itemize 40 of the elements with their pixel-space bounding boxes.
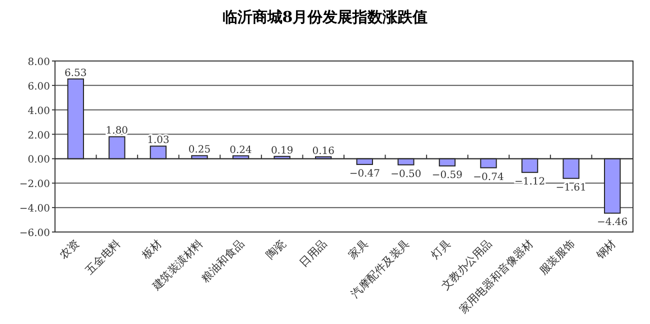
data-label: 1.80 <box>106 126 128 137</box>
y-tick-label: −4.00 <box>19 204 50 215</box>
x-tick-label: 家具 <box>346 236 371 262</box>
bar <box>67 78 84 160</box>
chart-title: 临沂商城8月份发展指数涨跌值 <box>222 8 428 26</box>
y-tick-label: 8.00 <box>28 57 50 68</box>
x-tick-label: 钢材 <box>593 236 618 262</box>
x-tick-label: 日用品 <box>296 236 330 270</box>
data-label: −0.47 <box>349 168 380 180</box>
x-tick-label: 灯具 <box>428 236 454 262</box>
data-label: −0.50 <box>390 168 422 180</box>
y-tick-label: 2.00 <box>28 130 50 142</box>
y-tick-label: −6.00 <box>19 228 50 239</box>
y-tick-label: −2.00 <box>19 179 50 190</box>
data-label: −1.61 <box>556 182 586 194</box>
bar <box>562 158 580 179</box>
data-label: 6.53 <box>64 68 87 79</box>
x-tick-label: 五金电料 <box>82 236 124 278</box>
data-label: −0.74 <box>473 172 504 183</box>
bar <box>480 158 497 168</box>
y-tick-label: 6.00 <box>28 81 50 92</box>
bar <box>521 158 538 173</box>
data-label: 1.03 <box>147 135 170 146</box>
bar <box>398 158 414 166</box>
data-label: −4.46 <box>597 217 628 228</box>
bar <box>604 158 621 214</box>
bar <box>150 146 167 160</box>
y-tick-label: 0.00 <box>28 154 50 166</box>
bar <box>108 136 126 160</box>
data-label: −0.59 <box>432 170 463 181</box>
data-label: 0.24 <box>230 144 252 156</box>
data-label: 0.16 <box>312 146 334 157</box>
bar <box>438 158 456 166</box>
x-tick-label: 陶瓷 <box>263 236 288 262</box>
x-tick-label: 板材 <box>138 236 164 262</box>
data-label: 0.25 <box>188 144 211 156</box>
data-label: 0.19 <box>270 145 294 156</box>
x-tick-label: 服装服饰 <box>536 236 578 278</box>
x-tick-label: 农资 <box>57 236 82 262</box>
y-tick-label: 4.00 <box>28 106 50 117</box>
